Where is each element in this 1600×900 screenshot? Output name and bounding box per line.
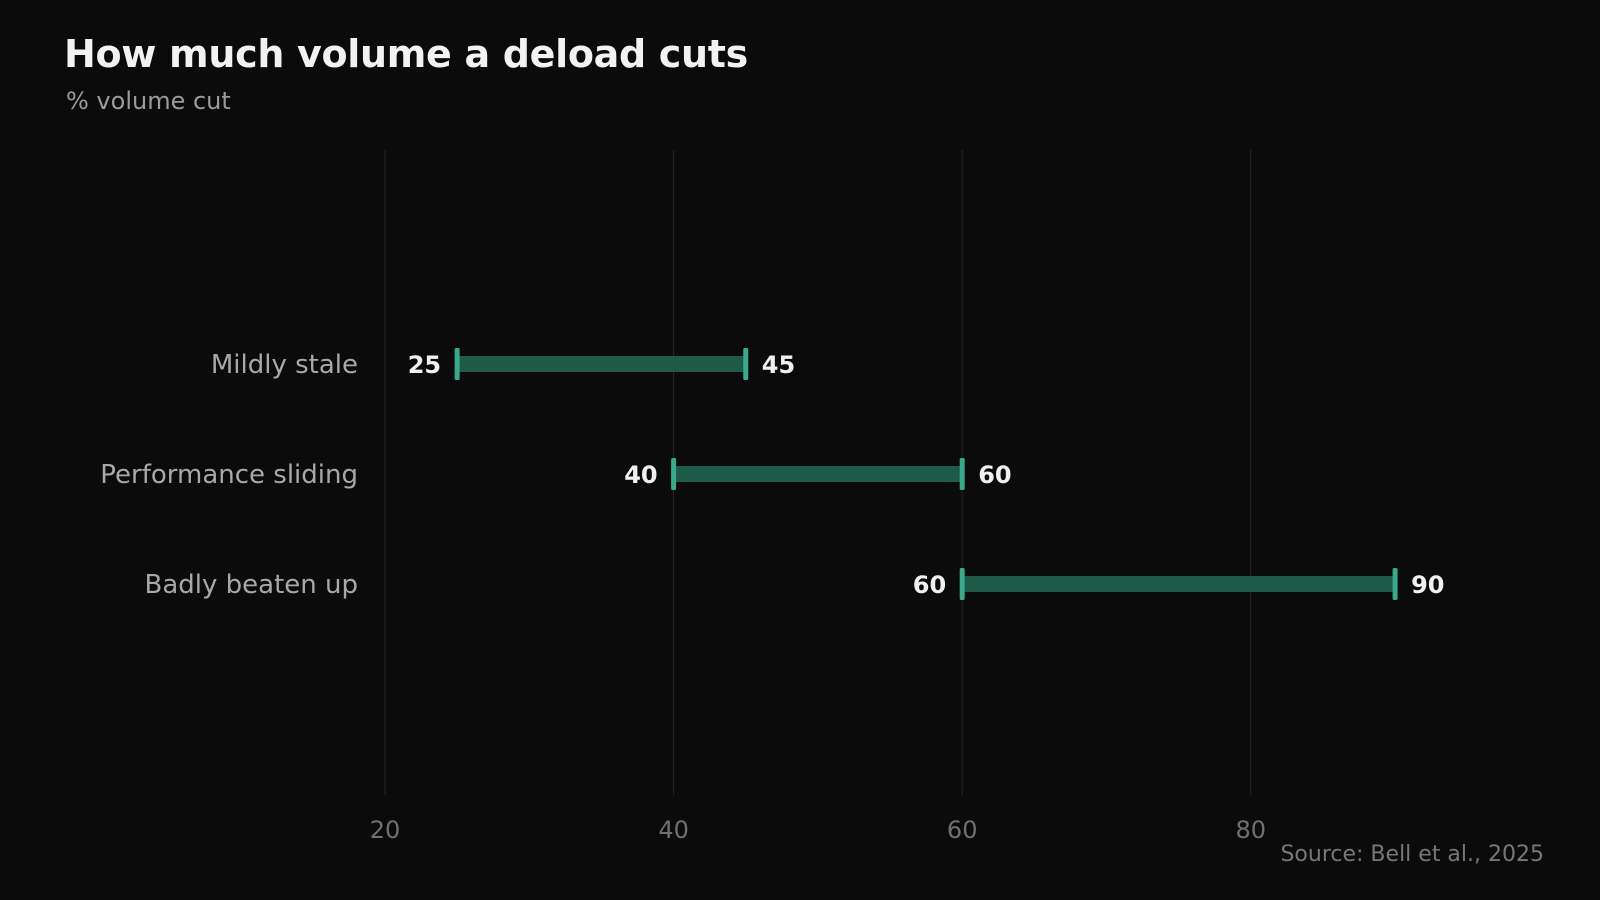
range-bars bbox=[454, 348, 1398, 600]
category-label: Performance sliding bbox=[100, 460, 358, 490]
source-note: Source: Bell et al., 2025 bbox=[1280, 842, 1544, 867]
range-high-label: 90 bbox=[1411, 571, 1444, 599]
range-low-cap bbox=[454, 348, 460, 380]
chart-subtitle: % volume cut bbox=[66, 87, 231, 115]
range-low-cap bbox=[671, 458, 677, 490]
range-high-label: 60 bbox=[978, 461, 1011, 489]
category-label: Badly beaten up bbox=[145, 570, 359, 600]
chart-title: How much volume a deload cuts bbox=[64, 32, 748, 76]
range-low-label: 40 bbox=[624, 461, 657, 489]
range-bar bbox=[673, 466, 963, 482]
range-low-label: 60 bbox=[913, 571, 946, 599]
category-label: Mildly stale bbox=[211, 350, 358, 380]
range-bar bbox=[962, 576, 1396, 592]
range-low-label: 25 bbox=[408, 351, 441, 379]
x-tick-label: 60 bbox=[947, 816, 978, 844]
chart-labels: 20 40 60 80 Mildly stale 25 45 Performance slid… bbox=[100, 350, 1444, 844]
range-bar bbox=[457, 356, 746, 372]
range-high-cap bbox=[1392, 568, 1398, 600]
range-high-label: 45 bbox=[762, 351, 795, 379]
range-high-cap bbox=[743, 348, 749, 380]
range-low-cap bbox=[959, 568, 965, 600]
range-high-cap bbox=[959, 458, 965, 490]
x-tick-label: 20 bbox=[370, 816, 401, 844]
x-tick-label: 40 bbox=[658, 816, 689, 844]
x-tick-label: 80 bbox=[1236, 816, 1267, 844]
